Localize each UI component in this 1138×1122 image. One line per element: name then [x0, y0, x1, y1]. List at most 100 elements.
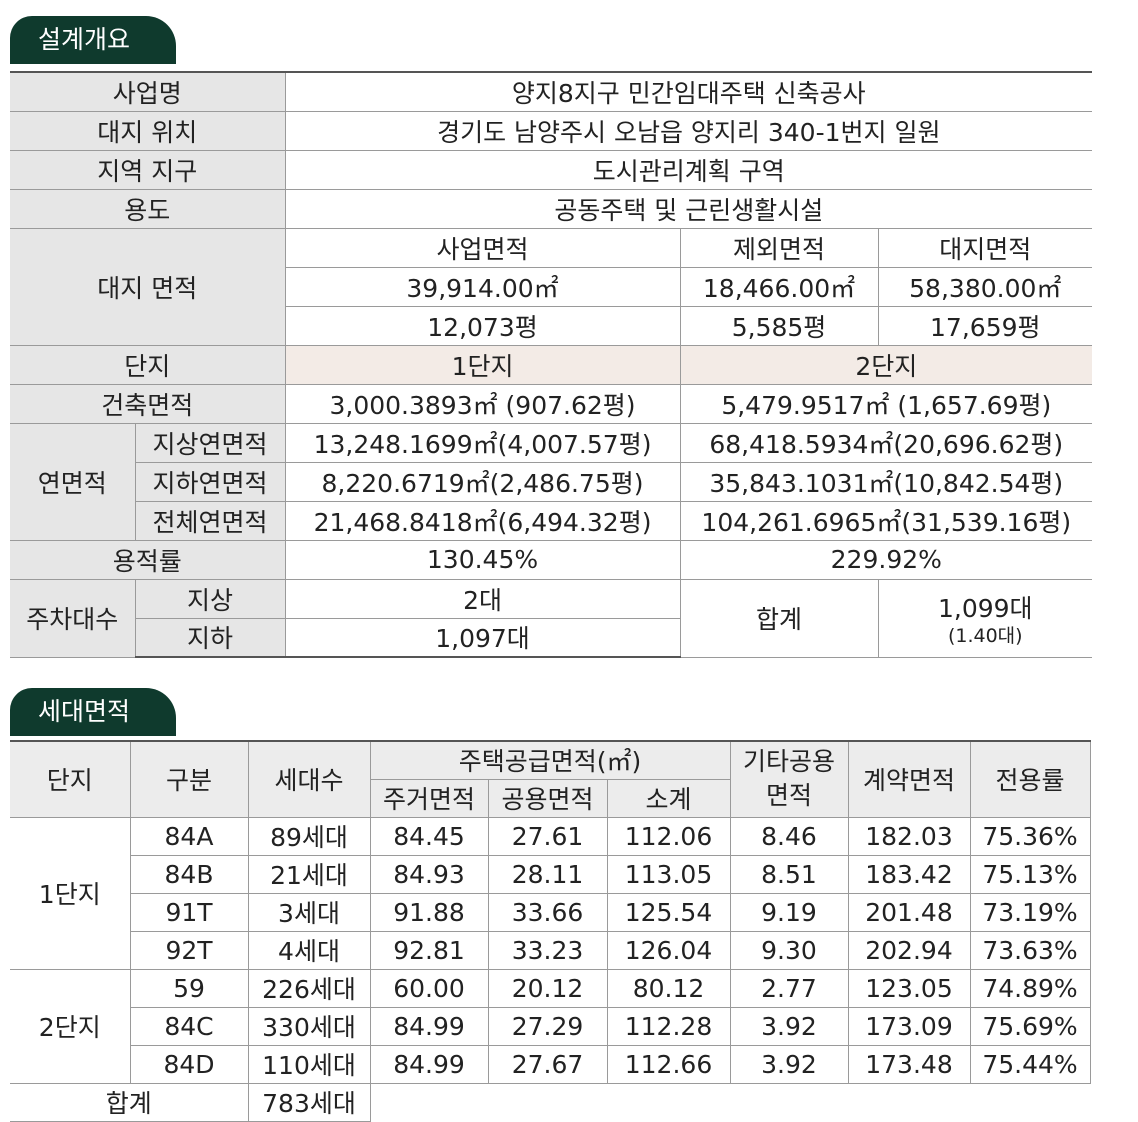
- cell: 92.81: [369, 930, 489, 970]
- value: 21,468.8418㎡(6,494.32평): [284, 500, 681, 541]
- cell: 75.36%: [969, 816, 1091, 856]
- cell: 125.54: [606, 892, 731, 932]
- value: 1,099대: [937, 594, 1033, 623]
- cell: 2.77: [729, 968, 849, 1008]
- total-row: 합계 783세대: [10, 1082, 1090, 1122]
- label: 대지 위치: [10, 110, 286, 151]
- cell: 84D: [130, 1044, 249, 1084]
- header: 공용면적: [487, 778, 608, 818]
- cell: 201.48: [847, 892, 971, 932]
- cell: 110세대: [247, 1044, 371, 1084]
- sub-label: 지하: [135, 617, 286, 658]
- cell: 73.19%: [969, 892, 1091, 932]
- sub-label: 지하연면적: [135, 461, 286, 502]
- value: 130.45%: [284, 539, 681, 580]
- cell: 84A: [129, 816, 249, 856]
- row: 단지 1단지 2단지: [10, 344, 1093, 385]
- header: 주택공급면적(㎡): [369, 740, 731, 780]
- value: 104,261.6965㎡(31,539.16평): [679, 500, 1093, 541]
- sub-header: 사업면적: [284, 227, 681, 268]
- row: 지하연면적 8,220.6719㎡(2,486.75평) 35,843.1031㎡(…: [10, 461, 1093, 502]
- label: 사업명: [10, 71, 286, 112]
- value: 2대: [284, 578, 681, 619]
- cell: 92T: [130, 930, 249, 970]
- cell: 84.99: [369, 1006, 489, 1046]
- cell: 9.30: [729, 930, 849, 970]
- cell: 4세대: [247, 930, 371, 970]
- cell: 75.69%: [969, 1006, 1091, 1046]
- complex: 1단지: [10, 816, 131, 970]
- cell: 3.92: [729, 1006, 849, 1046]
- value: 경기도 남양주시 오남읍 양지리 340-1번지 일원: [284, 110, 1093, 151]
- sub-label: 지상: [134, 578, 286, 619]
- cell: 74.89%: [969, 968, 1091, 1008]
- sub-header: 대지면적: [877, 227, 1093, 268]
- cell: 91.88: [369, 892, 489, 932]
- cell: 183.42: [847, 854, 971, 894]
- header: 세대수: [247, 740, 371, 818]
- cell: 27.61: [487, 816, 608, 856]
- row: 39,914.00㎡ 18,466.00㎡ 58,380.00㎡: [10, 266, 1093, 307]
- total-label: 합계: [679, 578, 879, 658]
- cell: 112.28: [606, 1006, 731, 1046]
- value: 35,843.1031㎡(10,842.54평): [679, 461, 1093, 502]
- value: 8,220.6719㎡(2,486.75평): [284, 461, 681, 502]
- row: 84B 21세대 84.93 28.11 113.05 8.51 183.42 75.13%: [10, 854, 1091, 894]
- cell: 112.66: [606, 1044, 731, 1084]
- header: 구분: [129, 740, 249, 818]
- row: 연면적 지상연면적 13,248.1699㎡(4,007.57평) 68,418.59…: [10, 422, 1093, 541]
- row: 지하 1,097대: [10, 617, 1092, 658]
- cell: 60.00: [369, 968, 489, 1008]
- unit-table: 단지 구분 세대수 주택공급면적(㎡) 기타공용 면적 계약면적 전용률 주거면…: [10, 740, 1091, 1122]
- cell: 20.12: [487, 968, 608, 1008]
- cell: 113.05: [606, 854, 731, 894]
- row: 2단지 59 226세대 60.00 20.12 80.12 2.77 123.05 74.89…: [10, 968, 1091, 1084]
- label: 지역 지구: [10, 149, 286, 190]
- header: 단지: [10, 740, 131, 818]
- header-row: 단지 구분 세대수 주택공급면적(㎡) 기타공용 면적 계약면적 전용률: [10, 740, 1091, 818]
- cell: 182.03: [847, 816, 971, 856]
- value: 5,585평: [679, 305, 879, 346]
- cell: 73.63%: [969, 930, 1091, 970]
- section-tab: 설계개요: [10, 16, 176, 64]
- label: 주차대수: [10, 578, 136, 658]
- cell: 9.19: [729, 892, 849, 932]
- cell: 84B: [130, 854, 249, 894]
- cell: 202.94: [847, 930, 971, 970]
- cell: 3.92: [729, 1044, 849, 1084]
- value: 5,479.9517㎡ (1,657.69평): [679, 383, 1093, 424]
- cell: 91T: [130, 892, 249, 932]
- row: 용적률 130.45% 229.92%: [10, 539, 1093, 580]
- sub-label: 전체연면적: [135, 500, 286, 541]
- header: 기타공용 면적: [729, 740, 849, 818]
- cell: 27.67: [487, 1044, 608, 1084]
- cell: 33.66: [487, 892, 608, 932]
- cell: 84.99: [369, 1044, 489, 1084]
- value: 1,097대: [284, 617, 681, 658]
- value: 58,380.00㎡: [877, 266, 1093, 307]
- label: 용도: [10, 188, 286, 229]
- row: 사업명 양지8지구 민간임대주택 신축공사: [10, 71, 1093, 112]
- value: 도시관리계획 구역: [284, 149, 1093, 190]
- section-tab: 세대면적: [10, 688, 176, 736]
- cell: 8.51: [729, 854, 849, 894]
- cell: 28.11: [487, 854, 608, 894]
- cell: 3세대: [247, 892, 371, 932]
- cell: 8.46: [729, 816, 849, 856]
- cell: 173.09: [847, 1006, 971, 1046]
- row: 대지 면적 사업면적 제외면적 대지면적: [10, 227, 1093, 346]
- row: 91T 3세대 91.88 33.66 125.54 9.19 201.48 73.19%: [10, 892, 1091, 932]
- row: 92T 4세대 92.81 33.23 126.04 9.30 202.94 73.63%: [10, 930, 1091, 970]
- value: 3,000.3893㎡ (907.62평): [284, 383, 681, 424]
- cell: 21세대: [247, 854, 371, 894]
- blank: [370, 1082, 1090, 1121]
- value: 13,248.1699㎡(4,007.57평): [284, 422, 681, 463]
- row: 84C 330세대 84.99 27.29 112.28 3.92 173.09 75.69%: [10, 1006, 1091, 1046]
- cell: 126.04: [606, 930, 731, 970]
- cell: 112.06: [606, 816, 731, 856]
- row: 대지 위치 경기도 남양주시 오남읍 양지리 340-1번지 일원: [10, 110, 1093, 151]
- row: 주차대수 지상 2대 합계 1,099대 (1.40대): [10, 578, 1093, 658]
- header: 주거면적: [370, 778, 489, 818]
- row: 용도 공동주택 및 근린생활시설: [10, 188, 1093, 229]
- complex-header: 1단지: [284, 344, 681, 385]
